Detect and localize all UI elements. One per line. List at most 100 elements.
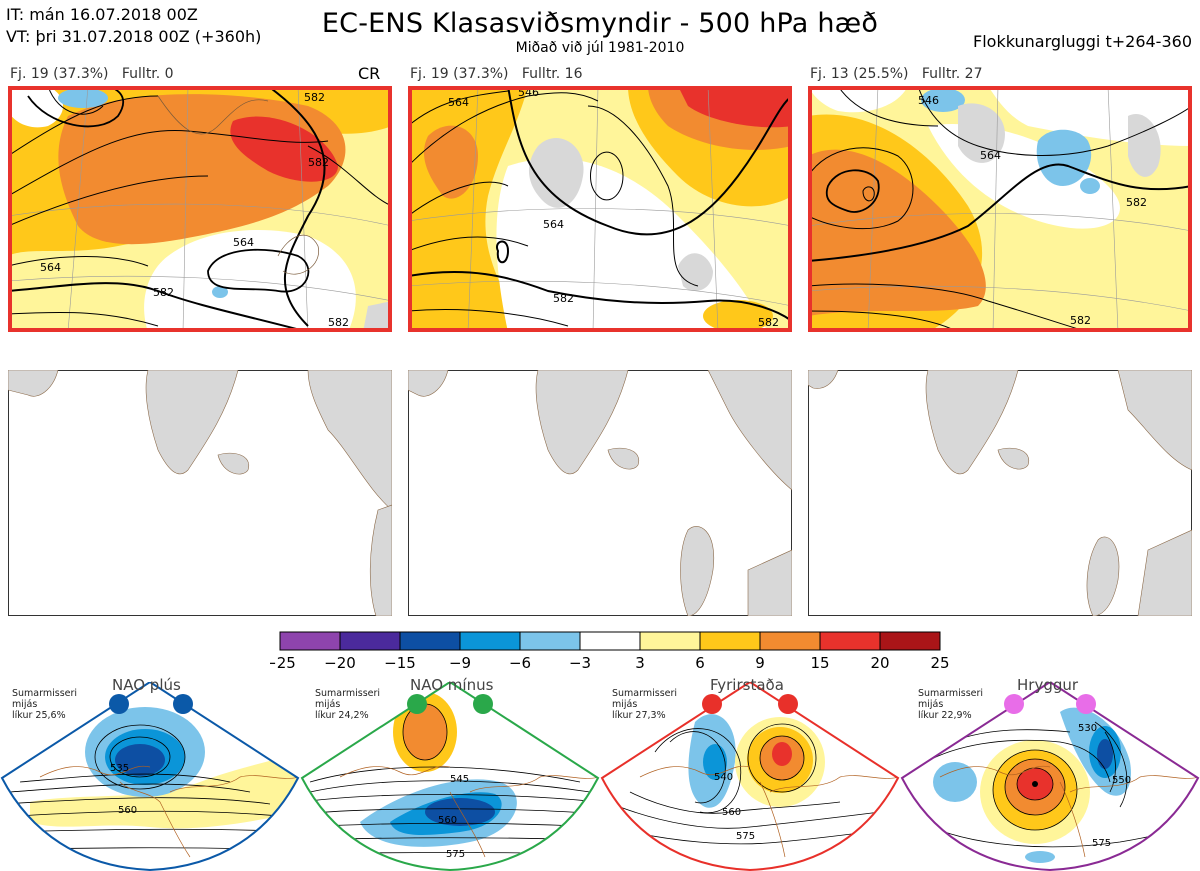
contour-label: 546 <box>918 94 939 107</box>
valid-time: VT: þri 31.07.2018 00Z (+360h) <box>6 27 262 46</box>
contour-label: 564 <box>448 96 469 109</box>
regime-info-blocking: Sumarmisseri mijás líkur 27,3% <box>612 688 677 721</box>
classification-window: Flokkunargluggi t+264-360 <box>973 32 1192 51</box>
empty-map-2 <box>408 370 792 616</box>
cluster-3-map: 546 564 582 582 <box>808 86 1192 332</box>
colorbar: −25 −20 −15 −9 −6 −3 3 6 9 15 20 25 <box>270 631 950 672</box>
cluster-1-label: Fj. 19 (37.3%) Fulltr. 0 <box>10 66 174 82</box>
colorbar-tick-label: −3 <box>569 654 591 672</box>
regime-marker-dot <box>473 694 493 714</box>
regime-state: mijás <box>12 699 38 710</box>
cluster-2-label: Fj. 19 (37.3%) Fulltr. 16 <box>410 66 583 82</box>
regime-frame <box>900 682 1200 871</box>
regime-info-nao-minus: Sumarmisseri mijás líkur 24,2% <box>315 688 380 721</box>
regime-probability: líkur 24,2% <box>315 710 369 721</box>
contour-label: 564 <box>40 261 61 274</box>
empty-map-1 <box>8 370 392 616</box>
regime-season: Sumarmisseri <box>612 688 678 699</box>
regime-info-ridge: Sumarmisseri mijás líkur 22,9% <box>918 688 983 721</box>
regime-state: mijás <box>315 699 341 710</box>
cluster-2-member: Fulltr. 16 <box>521 66 583 82</box>
colorbar-box <box>639 631 701 651</box>
page-title: EC-ENS Klasasviðsmyndir - 500 hPa hæð <box>321 8 879 39</box>
colorbar-box <box>519 631 581 651</box>
regime-season: Sumarmisseri <box>315 688 381 699</box>
empty-map-3 <box>808 370 1192 616</box>
contour-label: 564 <box>980 149 1001 162</box>
contour-label: 582 <box>153 286 174 299</box>
regime-contour-label: 560 <box>722 807 741 818</box>
cluster-3-label: Fj. 13 (25.5%) Fulltr. 27 <box>810 66 983 82</box>
regime-title-blocking: Fyrirstaða <box>710 676 784 694</box>
colorbar-box <box>279 631 341 651</box>
regime-nao-minus: 545 560 575 <box>300 682 600 871</box>
regime-contour-label: 530 <box>1078 723 1097 734</box>
regime-contour-label: 550 <box>1112 775 1131 786</box>
cluster-3-member: Fulltr. 27 <box>921 66 983 82</box>
regime-blocking: 540 560 575 <box>600 682 900 871</box>
contour-label: 582 <box>1126 196 1147 209</box>
contour-label: 582 <box>758 316 779 329</box>
initial-time: IT: mán 16.07.2018 00Z <box>6 5 198 24</box>
cluster-2-map: 564 546 564 582 582 <box>408 86 792 332</box>
regime-probability: líkur 27,3% <box>612 710 666 721</box>
regime-frame <box>0 682 300 871</box>
regime-state: mijás <box>918 699 944 710</box>
colorbar-box <box>879 631 941 651</box>
colorbar-tick-label: −20 <box>324 654 356 672</box>
regime-marker-dot <box>778 694 798 714</box>
cluster-3-count: Fj. 13 (25.5%) <box>810 66 909 82</box>
colorbar-tick-label: 20 <box>870 654 889 672</box>
contour-label: 582 <box>308 156 329 169</box>
regime-contour-label: 575 <box>446 849 465 860</box>
regime-title-nao-plus: NAO plús <box>112 676 181 694</box>
colorbar-tick-label: 9 <box>755 654 765 672</box>
regime-marker-dot <box>173 694 193 714</box>
regime-contour-label: 575 <box>736 831 755 842</box>
cluster-1-map: 564 582 582 564 582 582 <box>8 86 392 332</box>
regime-state: mijás <box>612 699 638 710</box>
colorbar-tick-label: 3 <box>635 654 645 672</box>
regime-marker-dot <box>109 694 129 714</box>
regime-season: Sumarmisseri <box>918 688 984 699</box>
contour-label: 582 <box>304 91 325 104</box>
regime-contour-label: 575 <box>1092 838 1111 849</box>
regime-title-ridge: Hryggur <box>1017 676 1079 694</box>
colorbar-tick-label: −15 <box>384 654 416 672</box>
regime-contour-label: 540 <box>714 772 733 783</box>
colorbar-box <box>699 631 761 651</box>
header-info: IT: mán 16.07.2018 00Z VT: þri 31.07.201… <box>6 4 261 48</box>
colorbar-box <box>819 631 881 651</box>
regime-probability: líkur 25,6% <box>12 710 66 721</box>
colorbar-box <box>579 631 641 651</box>
colorbar-box <box>399 631 461 651</box>
regime-marker-dot <box>702 694 722 714</box>
contour-label: 582 <box>1070 314 1091 327</box>
regime-contour-label: 535 <box>110 763 129 774</box>
colorbar-tick-label: 15 <box>810 654 829 672</box>
regime-contour-label: 545 <box>450 774 469 785</box>
colorbar-tick-label: 25 <box>930 654 949 672</box>
cluster-2-count: Fj. 19 (37.3%) <box>410 66 509 82</box>
regime-probability: líkur 22,9% <box>918 710 972 721</box>
regime-marker-dot <box>407 694 427 714</box>
contour-label: 564 <box>543 218 564 231</box>
regime-season: Sumarmisseri <box>12 688 78 699</box>
colorbar-box <box>339 631 401 651</box>
page-subtitle: Miðað við júl 1981-2010 <box>515 40 685 56</box>
regime-marker-dot <box>1076 694 1096 714</box>
contour-label: 564 <box>233 236 254 249</box>
regime-contour-label: 560 <box>118 805 137 816</box>
regime-frame <box>600 682 900 871</box>
regime-marker-dot <box>1004 694 1024 714</box>
colorbar-tick-label: 6 <box>695 654 705 672</box>
regime-ridge: 530 550 575 <box>900 682 1200 871</box>
control-run-tag: CR <box>358 64 381 83</box>
regime-nao-plus: 535 560 <box>0 682 300 871</box>
cluster-1-member: Fulltr. 0 <box>121 66 174 82</box>
colorbar-box <box>459 631 521 651</box>
regime-title-nao-minus: NAO mínus <box>410 676 494 694</box>
colorbar-tick-label: −6 <box>509 654 531 672</box>
contour-label: 582 <box>328 316 349 329</box>
colorbar-tick-label: −9 <box>449 654 471 672</box>
